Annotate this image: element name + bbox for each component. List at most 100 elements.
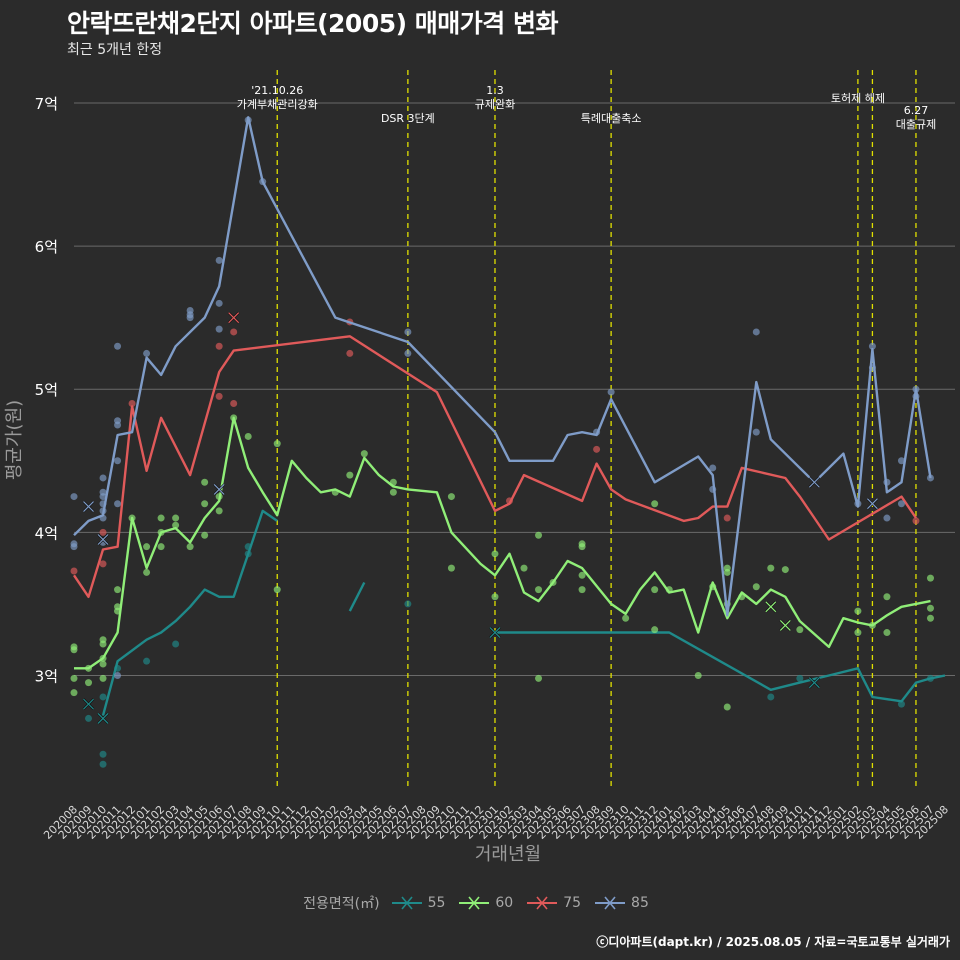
point-55-0 [85, 714, 93, 722]
point-75-11 [593, 445, 601, 453]
grid-lines [74, 102, 955, 676]
point-75-3 [128, 400, 136, 408]
point-60-60 [723, 703, 731, 711]
y-tick-label-2: 5억 [35, 381, 58, 399]
chart-subtitle: 최근 5개년 한정 [67, 42, 163, 58]
legend-item-55: 55 [391, 893, 446, 913]
legend-item-60: 60 [459, 893, 513, 913]
point-85-29 [709, 464, 717, 472]
legend-key-85 [595, 896, 626, 910]
point-55-9 [404, 600, 412, 608]
point-60-33 [346, 471, 354, 479]
point-75-5 [215, 392, 223, 400]
point-60-5 [85, 679, 93, 687]
line-85-line [73, 116, 932, 617]
legend: 전용면적(㎡) 55 60 75 85 [0, 893, 960, 913]
point-60-62 [752, 583, 760, 591]
point-60-72 [926, 604, 934, 612]
event-label-3: 특례대출축소 [581, 112, 642, 125]
point-60-66 [854, 607, 862, 615]
point-60-52 [651, 586, 659, 594]
point-85-16 [143, 349, 151, 357]
point-85-25 [404, 328, 412, 336]
point-60-43 [535, 531, 543, 539]
point-55-3 [99, 693, 107, 701]
point-60-48 [578, 571, 586, 579]
point-60-49 [578, 586, 586, 594]
x-axis-label: 거래년월 [475, 844, 541, 865]
point-60-71 [926, 574, 934, 582]
point-60-9 [99, 660, 107, 668]
cross-75-0 [227, 311, 240, 324]
point-55-6 [172, 640, 180, 648]
series-75 [70, 311, 920, 598]
point-60-1 [70, 646, 78, 654]
cross-60-0 [764, 600, 777, 613]
point-60-3 [70, 689, 78, 697]
point-60-63 [767, 564, 775, 572]
event-label-2: 1.3 규제완화 [475, 84, 515, 111]
point-60-55 [694, 671, 702, 679]
point-60-42 [535, 586, 543, 594]
event-label-4: 토허제 해제 [831, 91, 885, 105]
point-60-67 [854, 629, 862, 637]
point-60-25 [201, 531, 209, 539]
point-85-10 [114, 342, 122, 350]
point-85-12 [114, 421, 122, 429]
cross-55-2 [489, 626, 501, 639]
price-line-chart: 3억 4억 5억 6억 7억 20200820200920201020201120201… [4, 70, 955, 865]
point-75-0 [70, 567, 78, 575]
series-85 [70, 116, 934, 679]
event-label-6: 6.27 대출규제 [896, 104, 936, 131]
point-60-11 [114, 586, 122, 594]
cross-85-0 [82, 500, 95, 513]
point-85-21 [215, 299, 223, 307]
point-60-20 [172, 514, 180, 522]
point-75-12 [723, 514, 731, 522]
point-60-70 [883, 629, 891, 637]
point-55-10 [767, 693, 775, 701]
cross-85-4 [866, 497, 879, 510]
point-60-47 [578, 543, 586, 551]
series-layer [70, 116, 946, 768]
cross-85-3 [808, 476, 821, 489]
point-60-65 [796, 626, 804, 634]
point-60-38 [447, 564, 455, 572]
point-85-14 [114, 500, 122, 508]
point-55-2 [99, 760, 107, 768]
point-85-32 [752, 428, 760, 436]
point-60-50 [622, 614, 630, 622]
point-75-1 [99, 528, 107, 536]
point-60-7 [99, 640, 107, 648]
point-85-15 [114, 671, 122, 679]
point-85-19 [186, 311, 194, 319]
point-60-40 [491, 593, 499, 601]
point-85-2 [70, 543, 78, 551]
point-60-39 [491, 550, 499, 558]
point-85-28 [607, 388, 615, 396]
point-60-27 [215, 507, 223, 515]
line-55-line3 [495, 631, 946, 703]
legend-label-55: 55 [427, 895, 446, 911]
point-55-5 [143, 657, 151, 665]
legend-key-55 [391, 896, 422, 910]
x-axis: 2020082020092020102020112020122021012021… [41, 803, 951, 842]
point-55-1 [99, 750, 107, 758]
line-55-line2 [348, 581, 366, 612]
legend-label-60: 60 [495, 895, 514, 911]
point-60-53 [651, 626, 659, 634]
point-60-10 [99, 674, 107, 682]
point-60-21 [172, 521, 180, 529]
point-85-3 [99, 474, 107, 482]
source-caption: ⓒ디아파트(dapt.kr) / 2025.08.05 / 자료=국토교통부 실… [596, 935, 950, 949]
cross-60-1 [779, 619, 792, 632]
point-85-31 [752, 328, 760, 336]
point-60-13 [114, 603, 122, 611]
point-60-64 [781, 566, 789, 574]
y-tick-label-4: 7억 [35, 95, 58, 113]
point-60-37 [447, 493, 455, 501]
point-85-13 [114, 457, 122, 465]
point-75-2 [99, 560, 107, 568]
line-55-line [101, 509, 278, 716]
